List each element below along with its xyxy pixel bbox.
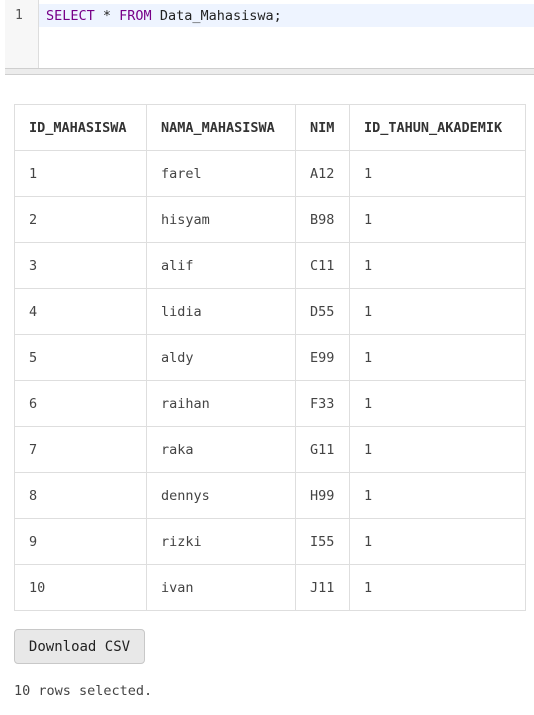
cell-nim: G11: [295, 426, 350, 473]
cell-nim: C11: [295, 242, 350, 289]
cell-id-mahasiswa: 9: [14, 518, 147, 565]
sql-code-line[interactable]: SELECT * FROM Data_Mahasiswa;: [46, 8, 282, 24]
cell-nim: B98: [295, 196, 350, 243]
cell-id-tahun-akademik: 1: [349, 472, 526, 519]
download-csv-button[interactable]: Download CSV: [14, 629, 145, 664]
cell-id-mahasiswa: 5: [14, 334, 147, 381]
cell-id-tahun-akademik: 1: [349, 288, 526, 335]
cell-nama-mahasiswa: rizki: [146, 518, 296, 565]
cell-id-tahun-akademik: 1: [349, 426, 526, 473]
cell-nama-mahasiswa: dennys: [146, 472, 296, 519]
cell-id-mahasiswa: 2: [14, 196, 147, 243]
cell-nim: F33: [295, 380, 350, 427]
table-row: 3 alif C11 1: [14, 242, 526, 289]
column-header: ID_TAHUN_AKADEMIK: [349, 104, 526, 151]
cell-nama-mahasiswa: farel: [146, 150, 296, 197]
cell-id-tahun-akademik: 1: [349, 334, 526, 381]
table-row: 7 raka G11 1: [14, 426, 526, 473]
active-line-highlight: [39, 4, 534, 27]
cell-id-tahun-akademik: 1: [349, 518, 526, 565]
cell-id-mahasiswa: 4: [14, 288, 147, 335]
table-row: 5 aldy E99 1: [14, 334, 526, 381]
cell-id-mahasiswa: 8: [14, 472, 147, 519]
cell-id-tahun-akademik: 1: [349, 196, 526, 243]
cell-nama-mahasiswa: raka: [146, 426, 296, 473]
cell-id-tahun-akademik: 1: [349, 242, 526, 289]
cell-nama-mahasiswa: lidia: [146, 288, 296, 335]
table-row: 8 dennys H99 1: [14, 472, 526, 519]
line-number-gutter: 1: [5, 0, 39, 68]
cell-id-mahasiswa: 6: [14, 380, 147, 427]
sql-table-name: Data_Mahasiswa;: [151, 8, 282, 24]
cell-nama-mahasiswa: ivan: [146, 564, 296, 611]
table-row: 1 farel A12 1: [14, 150, 526, 197]
cell-nama-mahasiswa: raihan: [146, 380, 296, 427]
sql-keyword-select: SELECT: [46, 8, 95, 24]
cell-nama-mahasiswa: aldy: [146, 334, 296, 381]
cell-nim: J11: [295, 564, 350, 611]
column-header: NIM: [295, 104, 350, 151]
line-number: 1: [15, 8, 23, 23]
cell-nim: E99: [295, 334, 350, 381]
sql-editor[interactable]: 1 SELECT * FROM Data_Mahasiswa;: [5, 0, 534, 68]
sql-keyword-from: FROM: [119, 8, 152, 24]
cell-id-mahasiswa: 3: [14, 242, 147, 289]
cell-nim: A12: [295, 150, 350, 197]
cell-id-mahasiswa: 10: [14, 564, 147, 611]
results-panel: ID_MAHASISWA NAMA_MAHASISWA NIM ID_TAHUN…: [14, 104, 526, 611]
cell-nim: I55: [295, 518, 350, 565]
table-row: 6 raihan F33 1: [14, 380, 526, 427]
pane-splitter[interactable]: [5, 68, 534, 75]
cell-nama-mahasiswa: alif: [146, 242, 296, 289]
table-row: 4 lidia D55 1: [14, 288, 526, 335]
cell-id-tahun-akademik: 1: [349, 564, 526, 611]
cell-id-tahun-akademik: 1: [349, 150, 526, 197]
sql-star: *: [94, 8, 120, 24]
cell-id-mahasiswa: 7: [14, 426, 147, 473]
table-row: 9 rizki I55 1: [14, 518, 526, 565]
cell-id-tahun-akademik: 1: [349, 380, 526, 427]
column-header: NAMA_MAHASISWA: [146, 104, 296, 151]
cell-id-mahasiswa: 1: [14, 150, 147, 197]
table-header-row: ID_MAHASISWA NAMA_MAHASISWA NIM ID_TAHUN…: [14, 104, 526, 151]
table-row: 2 hisyam B98 1: [14, 196, 526, 243]
column-header: ID_MAHASISWA: [14, 104, 147, 151]
rows-selected-status: 10 rows selected.: [14, 683, 153, 699]
cell-nim: H99: [295, 472, 350, 519]
table-row: 10 ivan J11 1: [14, 564, 526, 611]
cell-nama-mahasiswa: hisyam: [146, 196, 296, 243]
results-table: ID_MAHASISWA NAMA_MAHASISWA NIM ID_TAHUN…: [14, 104, 526, 611]
cell-nim: D55: [295, 288, 350, 335]
